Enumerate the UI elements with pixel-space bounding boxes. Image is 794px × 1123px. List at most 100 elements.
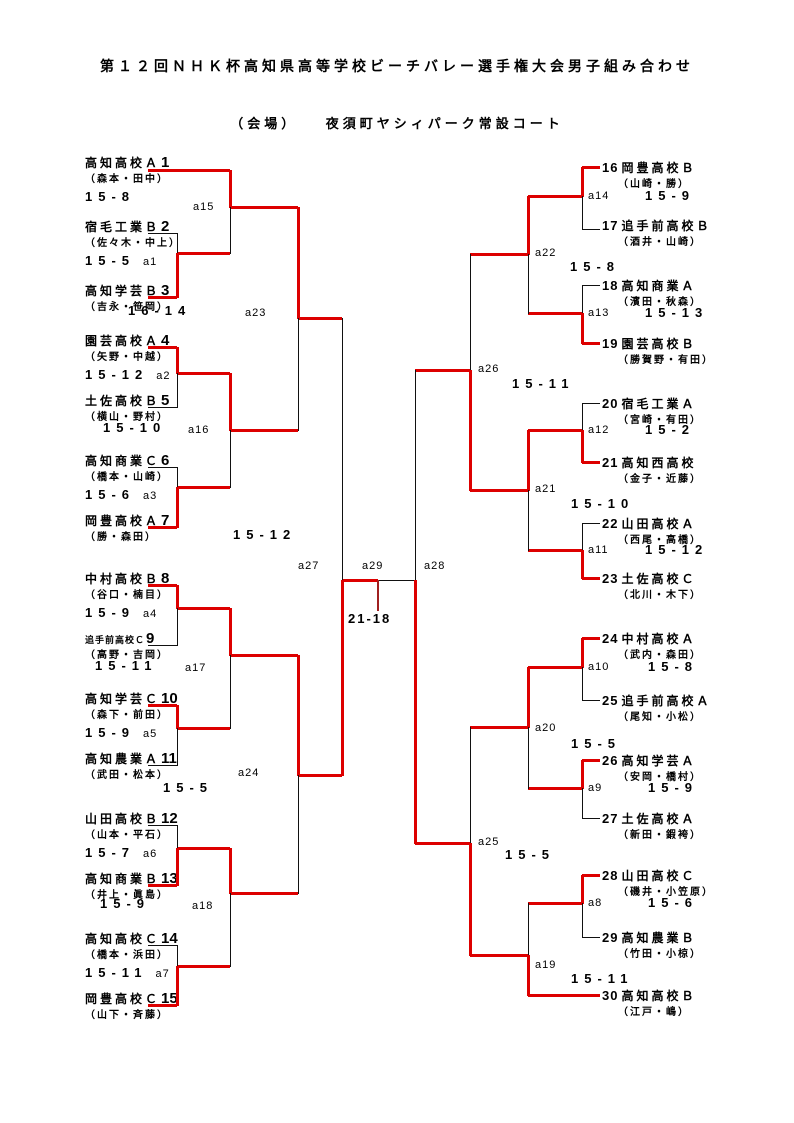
team-entry-13: 高知商業Ｂ13 （井上・眞島） — [85, 871, 178, 905]
bracket-line-h — [470, 489, 528, 492]
bracket-line-v — [527, 196, 530, 255]
team-school: 高知商業Ｃ — [85, 454, 161, 468]
bracket-line-v — [177, 728, 178, 766]
bracket-line-v — [176, 487, 179, 528]
team-players: （谷口・楠目） — [85, 590, 169, 601]
bracket-line-h — [582, 937, 600, 938]
team-players: （勝・森田） — [85, 532, 157, 543]
match-score-a13: 15-13 — [645, 305, 709, 320]
match-score-a21: 15-10 — [571, 496, 635, 511]
team-school: 宿毛工業Ａ — [621, 397, 697, 411]
team-players: （新田・鍜袴） — [618, 830, 702, 841]
team-entry-15: 岡豊高校Ｃ15 （山下・斉藤） — [85, 991, 178, 1025]
final-score: 21-18 — [348, 611, 392, 626]
team-entry-25: 25 追手前高校Ａ （尾知・小松） — [602, 693, 711, 727]
bracket-line-h — [582, 285, 600, 286]
team-entry-11: 高知農業Ａ11 （武田・松本） — [85, 751, 177, 785]
bracket-line-v — [177, 608, 178, 646]
bracket-line-h — [378, 580, 415, 581]
team-entry-14: 高知高校Ｃ14 （橋本・浜田） 15-11 a7 — [85, 931, 178, 981]
bracket-line-v — [342, 318, 343, 581]
match-label-a21: a21 — [535, 483, 557, 495]
team-entry-4: 園芸高校Ａ4 （矢野・中越） 15-12 a2 — [85, 333, 171, 383]
bracket-line-h — [582, 166, 600, 169]
bracket-line-v — [581, 430, 584, 463]
bracket-line-h — [230, 654, 298, 657]
bracket-line-h — [528, 429, 582, 432]
team-players: （井上・眞島） — [85, 890, 169, 901]
team-entry-24: 24 中村高校Ａ （武内・森田） — [602, 631, 702, 665]
team-school: 園芸高校Ａ — [85, 334, 161, 348]
bracket-line-v — [297, 207, 300, 319]
team-number: 20 — [602, 396, 619, 411]
bracket-line-v — [582, 788, 583, 819]
team-school: 中村高校Ｂ — [85, 572, 161, 586]
team-number: 29 — [602, 930, 619, 945]
bracket-line-h — [148, 584, 177, 587]
team-players: （山下・斉藤） — [85, 1010, 169, 1021]
bracket-line-v — [582, 667, 583, 701]
bracket-line-v — [581, 167, 584, 197]
match-label-a28: a28 — [424, 560, 446, 572]
team-number: 28 — [602, 868, 619, 883]
match-label-a26: a26 — [478, 363, 500, 375]
match-label-a15: a15 — [193, 201, 215, 213]
team-school: 山田高校Ｃ — [621, 869, 697, 883]
bracket-line-h — [177, 372, 230, 375]
match-score: 15-9 — [85, 725, 136, 740]
bracket-line-h — [528, 787, 582, 790]
match-score-a16: 15-10 — [103, 420, 167, 435]
team-school: 中村高校Ａ — [621, 632, 697, 646]
match-label-a27: a27 — [298, 560, 320, 572]
team-number: 10 — [161, 690, 178, 707]
match-score-a22: 15-8 — [570, 259, 621, 274]
match-score-a23: 16-14 — [128, 303, 192, 318]
bracket-line-h — [230, 892, 298, 895]
team-entry-22: 22 山田高校Ａ （西尾・高橋） — [602, 516, 702, 550]
team-school: 宿毛工業Ｂ — [85, 220, 161, 234]
bracket-line-h — [298, 774, 342, 777]
bracket-line-h — [148, 945, 177, 946]
match-label: a5 — [143, 728, 158, 740]
bracket-line-h — [148, 407, 177, 408]
bracket-line-h — [148, 884, 177, 887]
team-players: （武内・森田） — [618, 650, 702, 661]
team-players: （江戸・嶋） — [618, 1007, 690, 1018]
bracket-line-v — [229, 373, 232, 431]
bracket-line-h — [177, 847, 230, 850]
team-entry-16: 16 岡豊高校Ｂ （山崎・勝） — [602, 160, 696, 194]
bracket-line-v — [177, 945, 178, 967]
bracket-line-h — [582, 700, 600, 701]
bracket-line-h — [148, 526, 177, 529]
team-entry-20: 20 宿毛工業Ａ （宮崎・有田） — [602, 396, 702, 430]
bracket-line-v — [528, 254, 529, 314]
match-label-a25: a25 — [478, 836, 500, 848]
bracket-line-h — [582, 874, 600, 877]
team-number: 14 — [161, 930, 178, 947]
bracket-line-v — [176, 705, 179, 729]
team-number: 6 — [161, 452, 170, 469]
team-number: 21 — [602, 455, 619, 470]
match-label: a1 — [143, 256, 158, 268]
match-label-a24: a24 — [238, 767, 260, 779]
team-players: （西尾・高橋） — [618, 535, 702, 546]
team-number: 8 — [161, 570, 170, 587]
team-school: 高知農業Ａ — [85, 752, 161, 766]
team-school: 山田高校Ｂ — [85, 812, 161, 826]
match-label-a20: a20 — [535, 722, 557, 734]
team-players: （橋本・浜田） — [85, 950, 169, 961]
team-school: 園芸高校Ｂ — [621, 337, 697, 351]
match-label-a13: a13 — [588, 307, 610, 319]
bracket-line-h — [148, 825, 177, 826]
match-label-a12: a12 — [588, 424, 610, 436]
bracket-line-v — [229, 608, 232, 656]
match-label-a8: a8 — [588, 897, 603, 909]
bracket-line-v — [581, 875, 584, 904]
team-number: 11 — [161, 750, 177, 767]
match-score-a11: 15-12 — [645, 542, 709, 557]
match-label-a11: a11 — [588, 544, 609, 556]
bracket-line-v — [297, 655, 300, 776]
team-number: 19 — [602, 336, 619, 351]
venue-line: （会場） 夜須町ヤシィパーク常設コート — [230, 116, 564, 131]
bracket-line-v — [469, 370, 472, 491]
